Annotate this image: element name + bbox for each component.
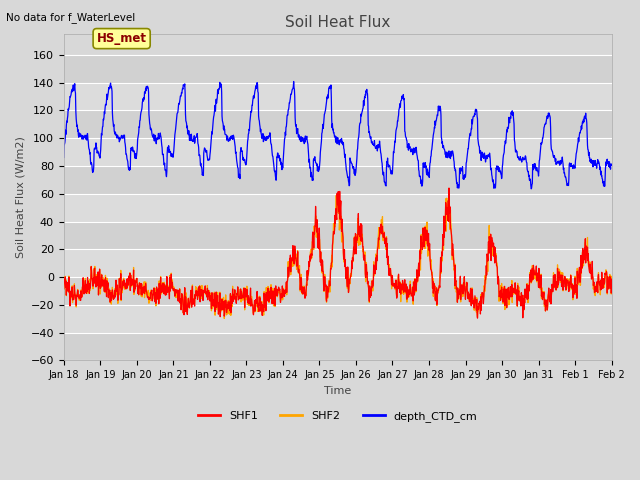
Legend: SHF1, SHF2, depth_CTD_cm: SHF1, SHF2, depth_CTD_cm — [193, 407, 482, 427]
Bar — [64, 83, 612, 110]
Bar — [64, 194, 612, 221]
Title: Soil Heat Flux: Soil Heat Flux — [285, 15, 390, 30]
X-axis label: Time: Time — [324, 386, 351, 396]
Bar — [64, 55, 612, 83]
Text: No data for f_WaterLevel: No data for f_WaterLevel — [6, 12, 136, 23]
Bar — [64, 110, 612, 138]
Bar — [64, 249, 612, 277]
Y-axis label: Soil Heat Flux (W/m2): Soil Heat Flux (W/m2) — [15, 136, 25, 258]
Bar — [64, 166, 612, 194]
Bar — [64, 277, 612, 305]
Text: HS_met: HS_met — [97, 32, 147, 45]
Bar — [64, 138, 612, 166]
Bar — [64, 333, 612, 360]
Bar — [64, 305, 612, 333]
Bar — [64, 221, 612, 249]
